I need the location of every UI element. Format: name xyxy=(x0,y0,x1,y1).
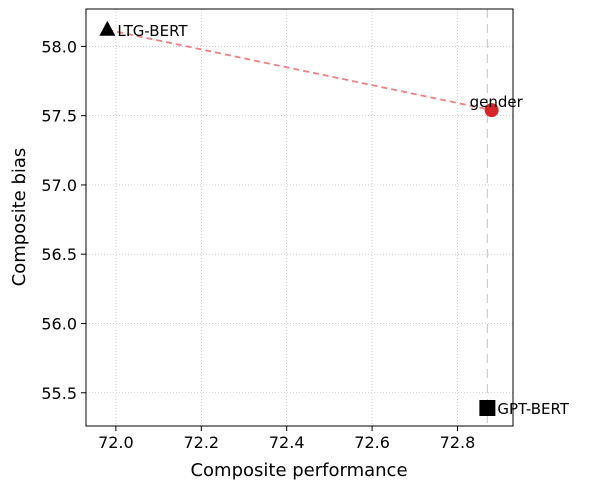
point-gpt-bert xyxy=(479,399,496,416)
point-ltg-bert xyxy=(99,20,116,36)
point-label-gender: gender xyxy=(470,93,524,111)
x-tick-label: 72.6 xyxy=(354,433,390,452)
point-label-ltg-bert: LTG-BERT xyxy=(117,22,188,40)
x-axis: 72.0 72.2 72.4 72.6 72.8 xyxy=(98,426,475,452)
point-label-gpt-bert: GPT-BERT xyxy=(497,400,569,418)
x-tick-label: 72.4 xyxy=(269,433,305,452)
x-tick-label: 72.0 xyxy=(98,433,134,452)
x-axis-title: Composite performance xyxy=(190,460,407,481)
y-tick-label: 58.0 xyxy=(41,37,77,56)
trend-line xyxy=(107,28,492,112)
y-axis-title: Composite bias xyxy=(9,148,30,287)
trend-line-group xyxy=(107,28,492,112)
y-axis: 55.5 56.0 56.5 57.0 57.5 58.0 xyxy=(41,37,86,403)
point-gender xyxy=(484,103,499,118)
y-tick-label: 56.5 xyxy=(41,245,77,264)
x-tick-label: 72.8 xyxy=(440,433,476,452)
y-tick-label: 57.0 xyxy=(41,176,77,195)
data-points: LTG-BERT gender GPT-BERT xyxy=(99,20,570,418)
y-tick-label: 55.5 xyxy=(41,384,77,403)
grid xyxy=(86,9,513,426)
y-tick-label: 56.0 xyxy=(41,314,77,333)
x-tick-label: 72.2 xyxy=(183,433,219,452)
plot-frame xyxy=(85,8,514,427)
y-tick-label: 57.5 xyxy=(41,107,77,126)
